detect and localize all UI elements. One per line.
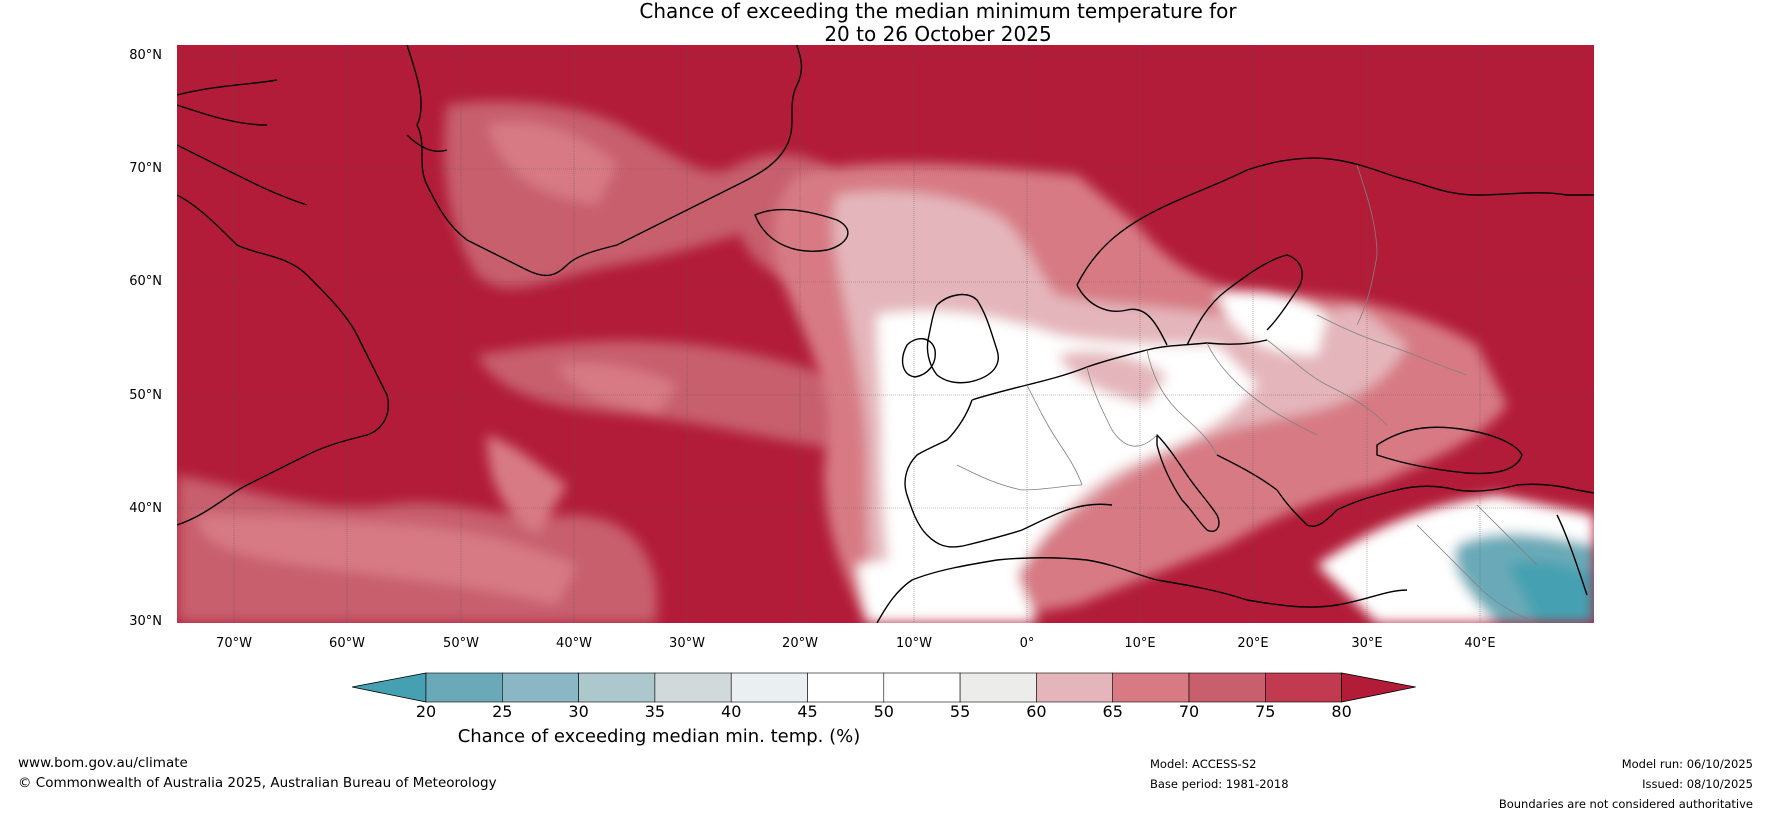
colorbar-label: Chance of exceeding median min. temp. (%… [457,726,861,747]
colorbar-segment [807,672,885,703]
colorbar-tick-label: 20 [415,702,437,721]
lat-label-30n: 30°N [129,614,162,629]
colorbar-tick-label: 60 [1026,702,1047,721]
lat-label-80n: 80°N [129,48,162,63]
colorbar-tick-label: 80 [1331,702,1352,721]
lon-label-10e: 10°E [1124,636,1156,651]
country-borders [956,164,1538,623]
lon-label-60w: 60°W [329,636,365,651]
colorbar-extend-high [1341,672,1416,703]
colorbar-tick-label: 25 [492,702,513,721]
lat-label-70n: 70°N [129,161,162,176]
colorbar-segment [502,672,579,703]
map-svg [177,45,1594,623]
title-line-1: Chance of exceeding the median minimum t… [639,0,1237,23]
colorbar-tick-label: 45 [797,702,818,721]
colorbar-segment [730,672,808,703]
colorbar-segment [1188,672,1266,703]
lon-label-40w: 40°W [556,636,592,651]
footer-model-run: Model run: 06/10/2025 [1621,757,1753,771]
colorbar-tick-label: 75 [1255,702,1276,721]
colorbar-extend-low [352,672,427,703]
lon-label-20e: 20°E [1237,636,1269,651]
lat-label-50n: 50°N [129,388,162,403]
lon-label-30e: 30°E [1351,636,1383,651]
colorbar-tick-label: 35 [644,702,666,721]
probability-map [177,45,1594,623]
map-title: Chance of exceeding the median minimum t… [0,0,1770,46]
colorbar-segment [883,672,961,703]
lon-label-30w: 30°W [669,636,705,651]
footer-base-period: Base period: 1981-2018 [1150,777,1289,791]
lon-label-20w: 20°W [782,636,818,651]
lat-label-40n: 40°N [129,501,162,516]
colorbar-tick-label: 65 [1102,702,1123,721]
colorbar [352,672,1416,703]
lon-label-10w: 10°W [896,636,932,651]
colorbar-segment [1112,672,1190,703]
colorbar-tick-label: 30 [568,702,589,721]
colorbar-segment [959,672,1037,703]
footer-issued: Issued: 08/10/2025 [1642,777,1753,791]
colorbar-tick-label: 55 [949,702,971,721]
colorbar-segment [1036,672,1114,703]
footer-website: www.bom.gov.au/climate [18,755,188,771]
graticule [177,45,1594,623]
lon-label-0: 0° [1019,636,1035,651]
colorbar-tick-label: 40 [721,702,742,721]
colorbar-tick-label: 70 [1178,702,1200,721]
colorbar-segment [578,672,656,703]
lon-label-70w: 70°W [216,636,252,651]
colorbar-segment [425,672,503,703]
lon-label-40e: 40°E [1464,636,1496,651]
footer-disclaimer: Boundaries are not considered authoritat… [1498,797,1753,811]
footer-model: Model: ACCESS-S2 [1150,757,1257,771]
colorbar-tick-label: 50 [873,702,894,721]
colorbar-segment [654,672,732,703]
lat-label-60n: 60°N [129,274,162,289]
title-line-2: 20 to 26 October 2025 [824,22,1052,46]
lon-label-50w: 50°W [443,636,479,651]
coastlines [177,45,1594,623]
footer-copyright: © Commonwealth of Australia 2025, Austra… [18,775,497,791]
colorbar-segment [1264,672,1342,703]
